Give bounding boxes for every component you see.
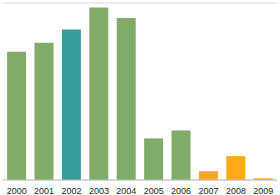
svg-text:2004: 2004 [116,186,136,195]
svg-text:2007: 2007 [198,186,218,195]
svg-text:2005: 2005 [144,186,164,195]
svg-text:2006: 2006 [171,186,191,195]
svg-text:2001: 2001 [34,186,54,195]
svg-text:2002: 2002 [61,186,81,195]
svg-text:2003: 2003 [89,186,109,195]
svg-text:2000: 2000 [8,186,27,195]
svg-text:2008: 2008 [226,186,246,195]
svg-text:2009: 2009 [253,186,272,195]
